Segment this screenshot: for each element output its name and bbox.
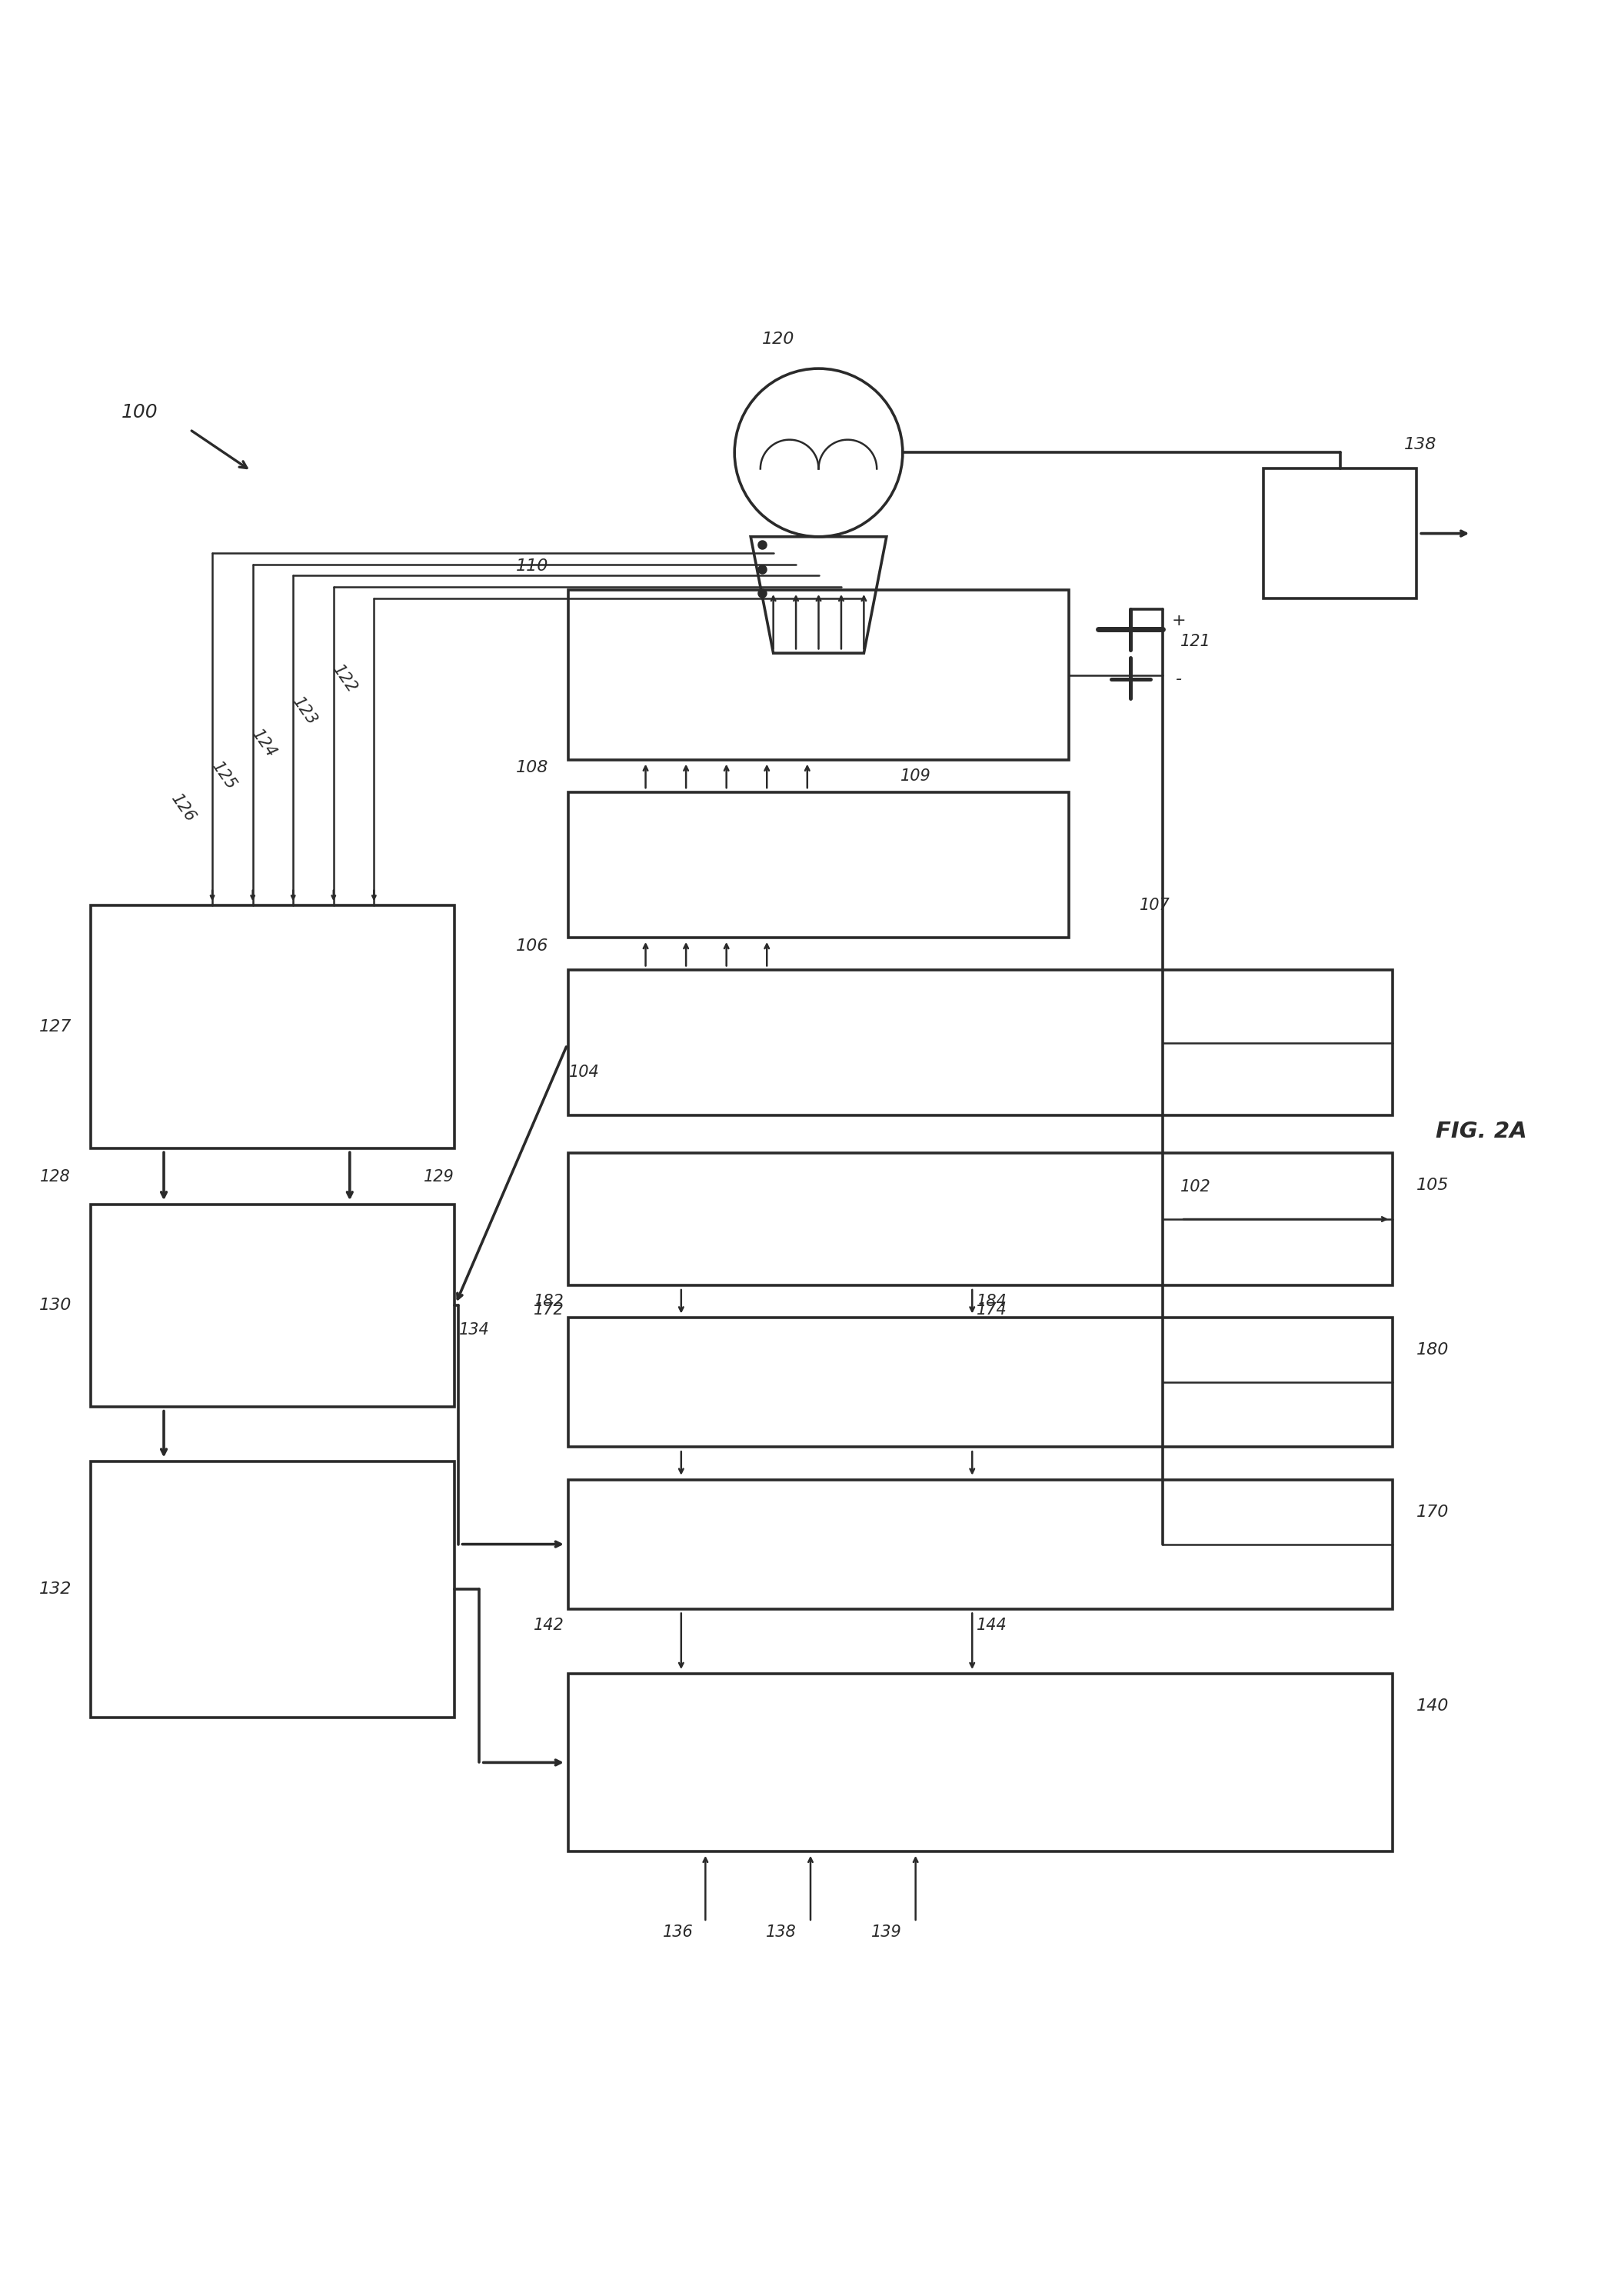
Bar (567, 1674, 1392, 1851)
Text: 123: 123 (290, 693, 319, 728)
Text: 172: 172 (533, 1302, 564, 1318)
Text: 184: 184 (976, 1295, 1007, 1309)
Text: 108: 108 (515, 760, 550, 776)
Text: 144: 144 (976, 1616, 1007, 1632)
Text: 107: 107 (1140, 898, 1170, 914)
Text: 109: 109 (900, 769, 930, 783)
Text: 126: 126 (169, 792, 198, 824)
Text: 140: 140 (1417, 1699, 1449, 1713)
Text: 102: 102 (1180, 1180, 1211, 1194)
Text: 122: 122 (329, 661, 360, 696)
Bar (567, 1318, 1392, 1446)
Text: 182: 182 (533, 1295, 564, 1309)
Bar (567, 971, 1392, 1116)
Bar (567, 1479, 1392, 1609)
Text: 134: 134 (459, 1322, 490, 1339)
Text: 132: 132 (39, 1582, 71, 1598)
Bar (567, 792, 1070, 937)
Bar (91, 905, 456, 1148)
Text: 174: 174 (976, 1302, 1007, 1318)
Bar (567, 590, 1070, 760)
Text: 121: 121 (1180, 634, 1211, 650)
Text: 125: 125 (209, 760, 238, 792)
Text: 130: 130 (39, 1297, 71, 1313)
Text: 139: 139 (870, 1924, 901, 1940)
Text: FIG. 2A: FIG. 2A (1436, 1120, 1527, 1143)
Text: 138: 138 (767, 1924, 796, 1940)
Text: 110: 110 (515, 558, 550, 574)
Text: 104: 104 (569, 1065, 600, 1079)
Text: 120: 120 (762, 331, 794, 347)
Bar (91, 1205, 456, 1407)
Text: 138: 138 (1404, 436, 1436, 452)
Text: 128: 128 (41, 1169, 71, 1185)
Text: 129: 129 (423, 1169, 454, 1185)
Bar (1263, 468, 1417, 599)
Text: 100: 100 (122, 404, 157, 422)
Text: 127: 127 (39, 1019, 71, 1035)
Bar (567, 1153, 1392, 1286)
Text: 105: 105 (1417, 1178, 1449, 1194)
Bar (91, 1463, 456, 1717)
Text: 180: 180 (1417, 1343, 1449, 1357)
Text: 170: 170 (1417, 1504, 1449, 1520)
Text: +: + (1172, 613, 1187, 629)
Text: -: - (1177, 670, 1182, 687)
Text: 124: 124 (250, 728, 279, 760)
Text: 106: 106 (515, 939, 550, 953)
Text: 142: 142 (533, 1616, 564, 1632)
Text: 136: 136 (663, 1924, 694, 1940)
